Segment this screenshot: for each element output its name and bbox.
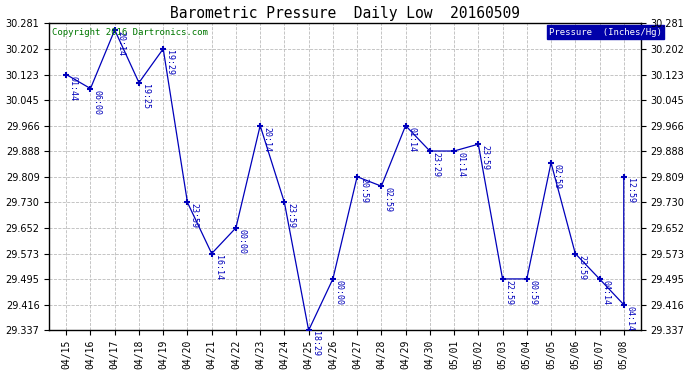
- Title: Barometric Pressure  Daily Low  20160509: Barometric Pressure Daily Low 20160509: [170, 6, 520, 21]
- Text: 00:00: 00:00: [335, 280, 344, 305]
- Text: 20:14: 20:14: [117, 31, 126, 56]
- Text: 02:59: 02:59: [553, 164, 562, 189]
- Text: 00:59: 00:59: [529, 280, 538, 305]
- Text: 19:25: 19:25: [141, 84, 150, 109]
- Text: 18:29: 18:29: [310, 332, 319, 356]
- Text: 12:59: 12:59: [626, 178, 635, 203]
- Text: 22:59: 22:59: [504, 280, 513, 305]
- Text: Copyright 2016 Dartronics.com: Copyright 2016 Dartronics.com: [52, 28, 208, 37]
- Text: 04:14: 04:14: [626, 306, 635, 331]
- Text: 01:44: 01:44: [68, 75, 77, 100]
- Text: 06:00: 06:00: [92, 90, 101, 114]
- Text: 01:14: 01:14: [408, 127, 417, 152]
- Text: 20:59: 20:59: [359, 178, 368, 203]
- Text: 23:59: 23:59: [189, 203, 199, 228]
- Text: 16:14: 16:14: [214, 255, 223, 279]
- Text: 20:14: 20:14: [262, 127, 271, 152]
- Text: 19:29: 19:29: [165, 50, 174, 75]
- Text: 01:14: 01:14: [456, 152, 465, 177]
- Text: 00:00: 00:00: [238, 229, 247, 254]
- Text: 02:59: 02:59: [384, 187, 393, 212]
- Text: 23:59: 23:59: [286, 203, 295, 228]
- Text: 23:59: 23:59: [480, 145, 489, 170]
- Text: 23:29: 23:29: [432, 152, 441, 177]
- Text: 23:59: 23:59: [578, 255, 586, 279]
- Text: 04:14: 04:14: [602, 280, 611, 305]
- Text: Pressure  (Inches/Hg): Pressure (Inches/Hg): [549, 28, 662, 37]
